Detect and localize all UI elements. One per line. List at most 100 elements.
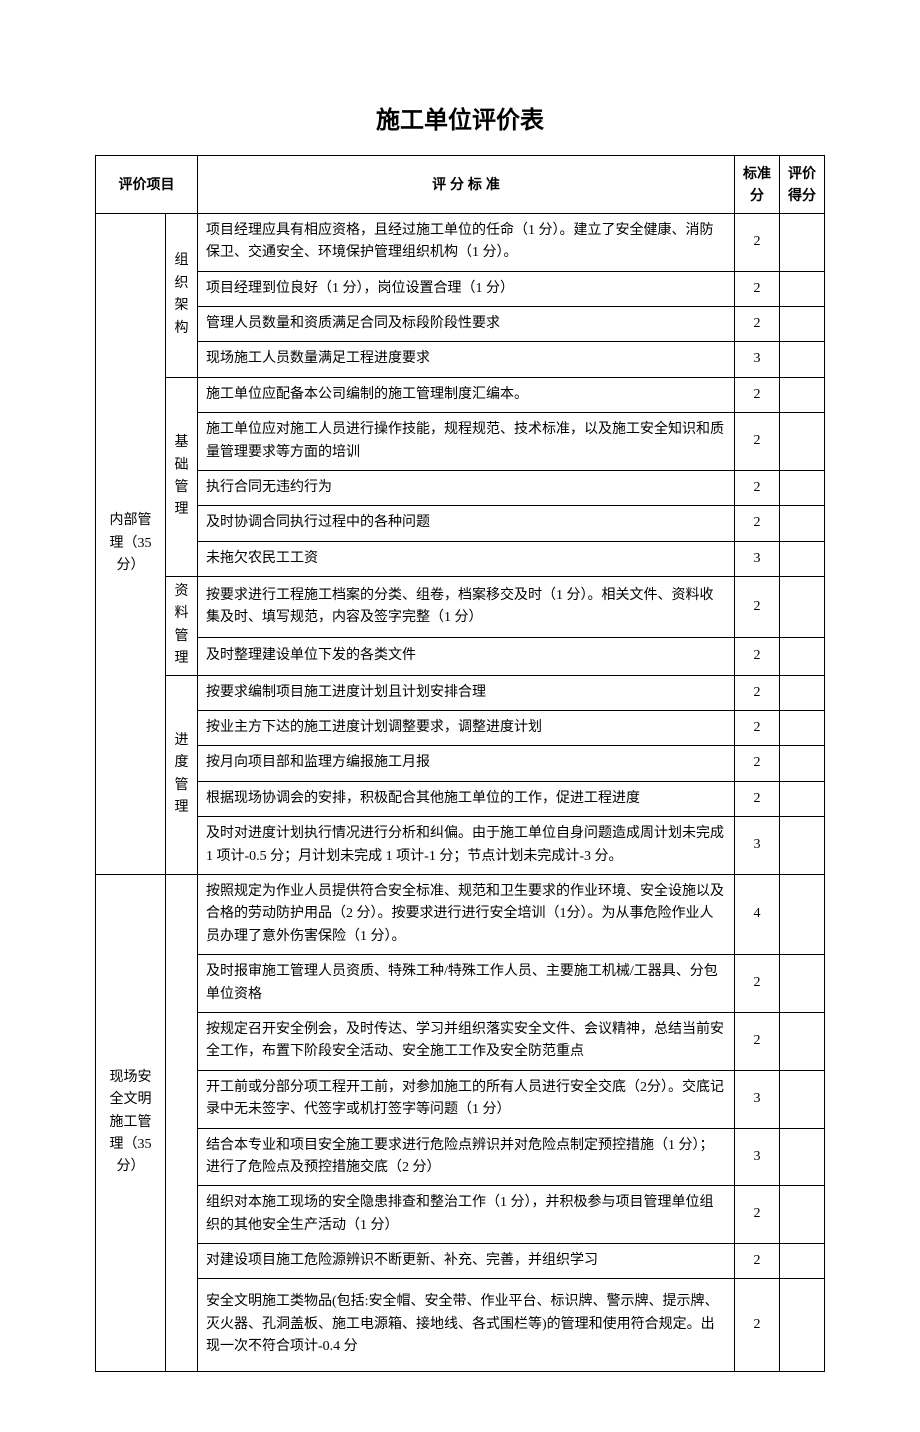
table-row: 管理人员数量和资质满足合同及标段阶段性要求 2 bbox=[96, 306, 825, 341]
eval-cell bbox=[780, 470, 825, 505]
page-title: 施工单位评价表 bbox=[95, 100, 825, 135]
criteria-cell: 按规定召开安全例会，及时传达、学习并组织落实安全文件、会议精神，总结当前安全工作… bbox=[198, 1012, 735, 1070]
table-row: 资料管理 按要求进行工程施工档案的分类、组卷，档案移交及时（1 分）。相关文件、… bbox=[96, 577, 825, 638]
score-cell: 2 bbox=[735, 746, 780, 781]
criteria-cell: 结合本专业和项目安全施工要求进行危险点辨识并对危险点制定预控措施（1 分）；进行… bbox=[198, 1128, 735, 1186]
table-row: 基础管理 施工单位应配备本公司编制的施工管理制度汇编本。 2 bbox=[96, 377, 825, 412]
table-row: 及时整理建设单位下发的各类文件 2 bbox=[96, 638, 825, 675]
subcategory-basic: 基础管理 bbox=[166, 377, 198, 576]
table-row: 组织对本施工现场的安全隐患排查和整治工作（1 分），并积极参与项目管理单位组织的… bbox=[96, 1186, 825, 1244]
eval-cell bbox=[780, 271, 825, 306]
category-safety: 现场安全文明施工管理（35分） bbox=[96, 874, 166, 1371]
eval-cell bbox=[780, 1186, 825, 1244]
score-cell: 3 bbox=[735, 817, 780, 875]
eval-cell bbox=[780, 306, 825, 341]
criteria-cell: 对建设项目施工危险源辨识不断更新、补充、完善，并组织学习 bbox=[198, 1244, 735, 1279]
eval-cell bbox=[780, 342, 825, 377]
score-cell: 3 bbox=[735, 342, 780, 377]
criteria-cell: 及时对进度计划执行情况进行分析和纠偏。由于施工单位自身问题造成周计划未完成 1 … bbox=[198, 817, 735, 875]
criteria-cell: 及时协调合同执行过程中的各种问题 bbox=[198, 506, 735, 541]
table-row: 按规定召开安全例会，及时传达、学习并组织落实安全文件、会议精神，总结当前安全工作… bbox=[96, 1012, 825, 1070]
eval-cell bbox=[780, 1128, 825, 1186]
criteria-cell: 按要求编制项目施工进度计划且计划安排合理 bbox=[198, 675, 735, 710]
criteria-cell: 现场施工人员数量满足工程进度要求 bbox=[198, 342, 735, 377]
criteria-cell: 及时整理建设单位下发的各类文件 bbox=[198, 638, 735, 675]
eval-cell bbox=[780, 577, 825, 638]
score-cell: 4 bbox=[735, 874, 780, 954]
eval-cell bbox=[780, 506, 825, 541]
header-row: 评价项目 评 分 标 准 标准分 评价得分 bbox=[96, 156, 825, 214]
table-row: 及时对进度计划执行情况进行分析和纠偏。由于施工单位自身问题造成周计划未完成 1 … bbox=[96, 817, 825, 875]
criteria-cell: 按要求进行工程施工档案的分类、组卷，档案移交及时（1 分）。相关文件、资料收集及… bbox=[198, 577, 735, 638]
evaluation-table: 评价项目 评 分 标 准 标准分 评价得分 内部管理（35 分） 组织架构 项目… bbox=[95, 155, 825, 1372]
header-criteria: 评 分 标 准 bbox=[198, 156, 735, 214]
table-row: 根据现场协调会的安排，积极配合其他施工单位的工作，促进工程进度 2 bbox=[96, 781, 825, 816]
header-eval-score: 评价得分 bbox=[780, 156, 825, 214]
table-row: 及时报审施工管理人员资质、特殊工种/特殊工作人员、主要施工机械/工器具、分包单位… bbox=[96, 955, 825, 1013]
score-cell: 3 bbox=[735, 541, 780, 576]
criteria-cell: 组织对本施工现场的安全隐患排查和整治工作（1 分），并积极参与项目管理单位组织的… bbox=[198, 1186, 735, 1244]
score-cell: 2 bbox=[735, 306, 780, 341]
criteria-cell: 按照规定为作业人员提供符合安全标准、规范和卫生要求的作业环境、安全设施以及合格的… bbox=[198, 874, 735, 954]
criteria-cell: 施工单位应配备本公司编制的施工管理制度汇编本。 bbox=[198, 377, 735, 412]
subcategory-safety-empty bbox=[166, 874, 198, 1371]
score-cell: 2 bbox=[735, 377, 780, 412]
table-row: 及时协调合同执行过程中的各种问题 2 bbox=[96, 506, 825, 541]
score-cell: 2 bbox=[735, 1186, 780, 1244]
table-row: 未拖欠农民工工资 3 bbox=[96, 541, 825, 576]
eval-cell bbox=[780, 1244, 825, 1279]
criteria-cell: 安全文明施工类物品(包括:安全帽、安全带、作业平台、标识牌、警示牌、提示牌、灭火… bbox=[198, 1279, 735, 1371]
score-cell: 2 bbox=[735, 470, 780, 505]
eval-cell bbox=[780, 817, 825, 875]
criteria-cell: 根据现场协调会的安排，积极配合其他施工单位的工作，促进工程进度 bbox=[198, 781, 735, 816]
score-cell: 2 bbox=[735, 675, 780, 710]
eval-cell bbox=[780, 746, 825, 781]
subcategory-data: 资料管理 bbox=[166, 577, 198, 676]
criteria-cell: 项目经理到位良好（1 分），岗位设置合理（1 分） bbox=[198, 271, 735, 306]
eval-cell bbox=[780, 213, 825, 271]
criteria-cell: 按业主方下达的施工进度计划调整要求，调整进度计划 bbox=[198, 711, 735, 746]
score-cell: 2 bbox=[735, 413, 780, 471]
score-cell: 2 bbox=[735, 1279, 780, 1371]
score-cell: 2 bbox=[735, 213, 780, 271]
table-row: 现场安全文明施工管理（35分） 按照规定为作业人员提供符合安全标准、规范和卫生要… bbox=[96, 874, 825, 954]
table-row: 内部管理（35 分） 组织架构 项目经理应具有相应资格，且经过施工单位的任命（1… bbox=[96, 213, 825, 271]
table-row: 开工前或分部分项工程开工前，对参加施工的所有人员进行安全交底（2分）。交底记录中… bbox=[96, 1070, 825, 1128]
criteria-cell: 未拖欠农民工工资 bbox=[198, 541, 735, 576]
score-cell: 2 bbox=[735, 638, 780, 675]
table-row: 现场施工人员数量满足工程进度要求 3 bbox=[96, 342, 825, 377]
eval-cell bbox=[780, 1012, 825, 1070]
score-cell: 2 bbox=[735, 955, 780, 1013]
score-cell: 2 bbox=[735, 1244, 780, 1279]
eval-cell bbox=[780, 541, 825, 576]
subcategory-progress: 进度管理 bbox=[166, 675, 198, 874]
eval-cell bbox=[780, 711, 825, 746]
table-row: 项目经理到位良好（1 分），岗位设置合理（1 分） 2 bbox=[96, 271, 825, 306]
eval-cell bbox=[780, 1279, 825, 1371]
category-internal: 内部管理（35 分） bbox=[96, 213, 166, 874]
eval-cell bbox=[780, 874, 825, 954]
table-row: 按月向项目部和监理方编报施工月报 2 bbox=[96, 746, 825, 781]
eval-cell bbox=[780, 377, 825, 412]
score-cell: 2 bbox=[735, 1012, 780, 1070]
criteria-cell: 项目经理应具有相应资格，且经过施工单位的任命（1 分）。建立了安全健康、消防保卫… bbox=[198, 213, 735, 271]
score-cell: 3 bbox=[735, 1128, 780, 1186]
criteria-cell: 执行合同无违约行为 bbox=[198, 470, 735, 505]
table-row: 施工单位应对施工人员进行操作技能，规程规范、技术标准，以及施工安全知识和质量管理… bbox=[96, 413, 825, 471]
score-cell: 2 bbox=[735, 711, 780, 746]
criteria-cell: 按月向项目部和监理方编报施工月报 bbox=[198, 746, 735, 781]
table-row: 结合本专业和项目安全施工要求进行危险点辨识并对危险点制定预控措施（1 分）；进行… bbox=[96, 1128, 825, 1186]
table-row: 安全文明施工类物品(包括:安全帽、安全带、作业平台、标识牌、警示牌、提示牌、灭火… bbox=[96, 1279, 825, 1371]
score-cell: 3 bbox=[735, 1070, 780, 1128]
criteria-cell: 及时报审施工管理人员资质、特殊工种/特殊工作人员、主要施工机械/工器具、分包单位… bbox=[198, 955, 735, 1013]
subcategory-org: 组织架构 bbox=[166, 213, 198, 377]
criteria-cell: 开工前或分部分项工程开工前，对参加施工的所有人员进行安全交底（2分）。交底记录中… bbox=[198, 1070, 735, 1128]
eval-cell bbox=[780, 1070, 825, 1128]
table-row: 对建设项目施工危险源辨识不断更新、补充、完善，并组织学习 2 bbox=[96, 1244, 825, 1279]
criteria-cell: 管理人员数量和资质满足合同及标段阶段性要求 bbox=[198, 306, 735, 341]
score-cell: 2 bbox=[735, 271, 780, 306]
header-project: 评价项目 bbox=[96, 156, 198, 214]
score-cell: 2 bbox=[735, 577, 780, 638]
header-standard-score: 标准分 bbox=[735, 156, 780, 214]
table-row: 执行合同无违约行为 2 bbox=[96, 470, 825, 505]
